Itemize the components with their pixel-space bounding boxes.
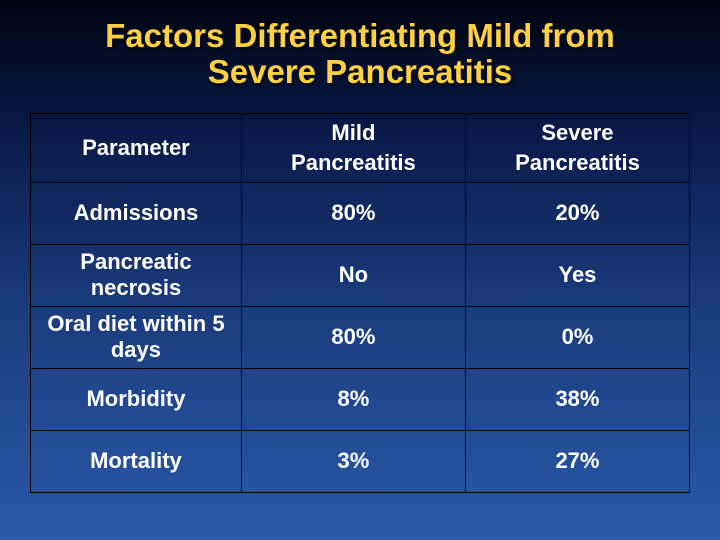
header-row-top: Parameter Mild Severe [31, 113, 690, 148]
severe-cell: Yes [465, 244, 689, 306]
severe-cell: 20% [465, 182, 689, 244]
slide-title: Factors Differentiating Mild from Severe… [30, 18, 690, 91]
param-cell: Admissions [31, 182, 242, 244]
table-row: Morbidity 8% 38% [31, 368, 690, 430]
mild-cell: 8% [241, 368, 465, 430]
mild-cell: No [241, 244, 465, 306]
header-mild-bottom: Pancreatitis [241, 148, 465, 183]
comparison-table: Parameter Mild Severe Pancreatitis Pancr… [30, 113, 690, 493]
table-body: Admissions 80% 20% Pancreatic necrosis N… [31, 182, 690, 492]
table-row: Oral diet within 5 days 80% 0% [31, 306, 690, 368]
title-line-1: Factors Differentiating Mild from [105, 17, 615, 54]
header-severe-bottom: Pancreatitis [465, 148, 689, 183]
header-severe-top: Severe [465, 113, 689, 148]
mild-cell: 80% [241, 182, 465, 244]
title-line-2: Severe Pancreatitis [208, 53, 513, 90]
table-row: Admissions 80% 20% [31, 182, 690, 244]
severe-cell: 27% [465, 430, 689, 492]
param-cell: Mortality [31, 430, 242, 492]
severe-cell: 38% [465, 368, 689, 430]
param-cell: Pancreatic necrosis [31, 244, 242, 306]
table-row: Mortality 3% 27% [31, 430, 690, 492]
param-cell: Oral diet within 5 days [31, 306, 242, 368]
mild-cell: 3% [241, 430, 465, 492]
header-mild-top: Mild [241, 113, 465, 148]
table-row: Pancreatic necrosis No Yes [31, 244, 690, 306]
param-cell: Morbidity [31, 368, 242, 430]
mild-cell: 80% [241, 306, 465, 368]
severe-cell: 0% [465, 306, 689, 368]
header-parameter: Parameter [31, 113, 242, 182]
